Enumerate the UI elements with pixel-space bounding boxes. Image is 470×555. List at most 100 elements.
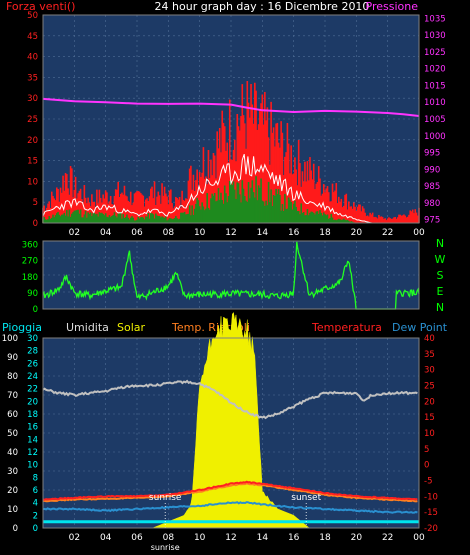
direction-tick-label: 270 — [22, 257, 38, 267]
humidity-tick-label: 90 — [7, 353, 18, 363]
rain-tick-label: 16 — [27, 423, 38, 433]
x-tick-label: 14 — [257, 228, 269, 238]
temp-tick-label: 10 — [424, 429, 435, 439]
wind-tick-label: 35 — [27, 73, 38, 83]
panel-frame — [42, 14, 420, 224]
temperature-line — [42, 480, 418, 501]
x-tick-label: 12 — [225, 533, 236, 543]
humidity-tick-label: 70 — [7, 391, 18, 401]
temp-tick-label: -20 — [424, 524, 438, 534]
x-tick-label: 16 — [288, 533, 300, 543]
legend-dew-point: Dew Point — [392, 321, 448, 334]
rain-tick-label: 2 — [33, 511, 38, 521]
x-tick-label: 18 — [319, 533, 331, 543]
legend-temperatura: Temperatura — [311, 321, 382, 334]
wind-tick-label: 30 — [27, 94, 38, 104]
humidity-tick-label: 0 — [13, 524, 18, 534]
humidity-tick-label: 20 — [7, 486, 18, 496]
humidity-line — [42, 379, 418, 420]
pressure-line — [42, 97, 420, 117]
pressure-tick-label: 1025 — [424, 48, 446, 58]
temp-tick-label: -5 — [424, 477, 432, 487]
pressure-tick-label: 1010 — [424, 98, 446, 108]
rain-tick-label: 22 — [27, 385, 38, 395]
rain-tick-label: 24 — [27, 372, 38, 382]
x-tick-label: 06 — [131, 533, 143, 543]
dew-point-line — [42, 501, 418, 514]
pressure-tick-label: 975 — [424, 216, 440, 226]
pressure-axis-label: Pressione — [366, 0, 419, 13]
pressure-tick-label: 1000 — [424, 132, 446, 142]
pressure-tick-label: 995 — [424, 149, 440, 159]
pressure-tick-label: 1030 — [424, 31, 446, 41]
x-tick-label: 20 — [351, 228, 363, 238]
temp-tick-label: -10 — [424, 492, 438, 502]
x-tick-label: 04 — [100, 533, 112, 543]
wind-tick-label: 50 — [27, 11, 38, 21]
direction-tick-label: 180 — [22, 273, 38, 283]
sunset-label: sunset — [291, 493, 321, 503]
rain-tick-label: 26 — [27, 359, 38, 369]
rain-tick-label: 18 — [27, 410, 38, 420]
x-tick-label: 04 — [100, 228, 112, 238]
temp-tick-label: -15 — [424, 508, 438, 518]
sunrise-axis-label: sunrise — [151, 543, 180, 552]
x-tick-label: 20 — [351, 533, 363, 543]
pressure-tick-label: 1005 — [424, 115, 446, 125]
temp-tick-label: 15 — [424, 413, 435, 423]
wind-tick-label: 20 — [27, 136, 38, 146]
x-tick-label: 00 — [413, 228, 425, 238]
wind-tick-label: 5 — [33, 198, 38, 208]
humidity-tick-label: 10 — [7, 505, 18, 515]
temp-tick-label: 0 — [424, 461, 429, 471]
temp-tick-label: 5 — [424, 445, 429, 455]
x-tick-label: 18 — [319, 228, 331, 238]
temp-tick-label: 35 — [424, 350, 435, 360]
rain-tick-label: 14 — [27, 435, 38, 445]
x-tick-label: 08 — [163, 228, 175, 238]
speed-line — [42, 153, 418, 224]
pressure-tick-label: 985 — [424, 182, 440, 192]
temp-tick-label: 30 — [424, 366, 435, 376]
direction-tick-label: 90 — [27, 289, 38, 299]
legend-pioggia: Pioggia — [2, 321, 42, 334]
wind-tick-label: 45 — [27, 32, 38, 42]
panel-frame — [42, 240, 420, 310]
pressure-tick-label: 1015 — [424, 81, 446, 91]
wind-pressure-panel: 02 04 06 08 10 12 14 16 18 20 22 000510152025303540… — [6, 0, 446, 238]
legend-solar: Solar — [117, 321, 146, 334]
wind-tick-label: 15 — [27, 157, 38, 167]
compass-label: N — [436, 237, 444, 250]
compass-label: W — [435, 253, 446, 266]
chart-title: 24 hour graph day : 16 Dicembre 2010 — [155, 0, 370, 13]
rain-tick-label: 10 — [27, 461, 38, 471]
rain-tick-label: 4 — [33, 499, 38, 509]
compass-label: S — [437, 269, 444, 282]
humidity-tick-label: 60 — [7, 410, 18, 420]
rain-tick-label: 20 — [27, 397, 38, 407]
x-tick-label: 08 — [163, 533, 175, 543]
x-tick-label: 10 — [194, 533, 206, 543]
direction-tick-label: 0 — [33, 305, 38, 315]
humidity-tick-label: 40 — [7, 448, 18, 458]
temp-tick-label: 20 — [424, 397, 435, 407]
riarnoli-line — [42, 482, 418, 503]
x-tick-label: 22 — [382, 228, 393, 238]
rain-tick-label: 12 — [27, 448, 38, 458]
x-tick-label: 16 — [288, 228, 300, 238]
rain-tick-label: 0 — [33, 524, 38, 534]
sunrise-label: sunrise — [149, 493, 182, 503]
humidity-tick-label: 100 — [2, 334, 18, 344]
weather-panel: 02 04 06 08 10 12 14 16 18 20 22 000102030405060708… — [2, 311, 438, 552]
x-tick-label: 02 — [69, 228, 80, 238]
x-tick-label: 06 — [131, 228, 143, 238]
wind-tick-label: 10 — [27, 177, 38, 187]
pressure-tick-label: 1035 — [424, 14, 446, 24]
direction-tick-label: 360 — [22, 241, 38, 251]
x-tick-label: 00 — [413, 533, 425, 543]
x-tick-label: 10 — [194, 228, 206, 238]
pressure-tick-label: 980 — [424, 199, 440, 209]
humidity-tick-label: 30 — [7, 467, 18, 477]
